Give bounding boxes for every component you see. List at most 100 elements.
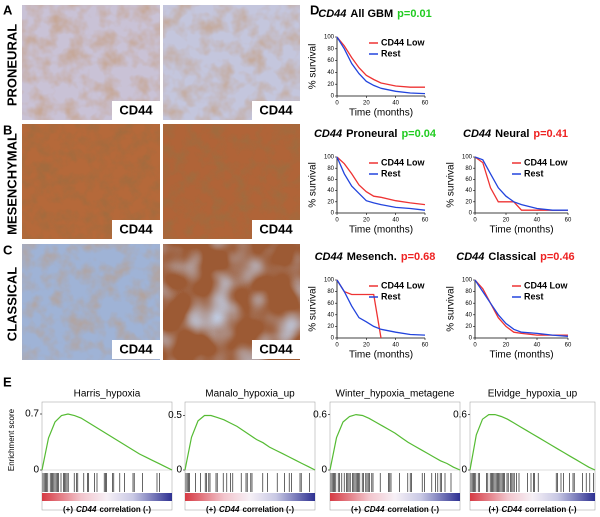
- y-tick-label: 0.6: [313, 409, 327, 420]
- stain-label: CD44: [119, 221, 153, 236]
- x-tick-label: 20: [503, 218, 510, 224]
- row-label: CLASSICAL: [4, 267, 19, 341]
- panel-label: A: [3, 2, 13, 17]
- y-tick-label: 0: [33, 465, 39, 476]
- y-tick-label: 60: [465, 177, 472, 183]
- x-tick-label: 0: [335, 218, 339, 224]
- stain-label: CD44: [259, 341, 293, 356]
- x-tick-label: 60: [422, 343, 429, 349]
- caption-box: [252, 220, 300, 239]
- y-tick-label: 20: [327, 199, 334, 205]
- rank-gradient: [42, 493, 172, 501]
- legend-label: Rest: [381, 291, 401, 301]
- x-tick-label: 0: [473, 218, 477, 224]
- p-value: p=0.01: [397, 8, 432, 20]
- y-tick-label: 40: [465, 188, 472, 194]
- chart-title: Manalo_hypoxia_up: [205, 389, 295, 400]
- xlabel-suffix: correlation (-): [99, 505, 151, 514]
- x-tick-label: 60: [565, 218, 572, 224]
- x-tick-label: 40: [534, 343, 541, 349]
- y-tick-label: 80: [465, 166, 472, 172]
- x-tick-label: 40: [392, 343, 399, 349]
- x-axis-label: Time (months): [349, 225, 413, 236]
- x-tick-label: 20: [363, 101, 370, 107]
- y-tick-label: 0: [461, 465, 467, 476]
- x-tick-label: 40: [534, 218, 541, 224]
- caption-box: [112, 340, 160, 359]
- y-axis-label: % survival: [308, 286, 319, 332]
- title-gene: CD44: [314, 128, 342, 140]
- xlabel-suffix: correlation (-): [242, 505, 294, 514]
- x-tick-label: 40: [392, 218, 399, 224]
- stain-label: CD44: [259, 221, 293, 236]
- chart-title: Harris_hypoxia: [74, 389, 141, 400]
- survival-curve: [474, 279, 569, 337]
- title-gene: CD44: [463, 128, 491, 140]
- xlabel-prefix: (+): [351, 505, 361, 514]
- title-gene: CD44: [315, 251, 343, 263]
- y-tick-label: 40: [327, 70, 334, 76]
- p-value: p=0.46: [540, 251, 575, 263]
- x-axis-label: Time (months): [349, 350, 413, 361]
- stain-label: CD44: [119, 341, 153, 356]
- plot-frame: [469, 401, 596, 511]
- survival-curve: [474, 156, 568, 211]
- y-tick-label: 0: [331, 336, 335, 342]
- survival-curve: [336, 36, 426, 95]
- survival-curve: [336, 279, 426, 336]
- chart-title: Winter_hypoxia_metagene: [336, 389, 455, 400]
- y-tick-label: 80: [327, 46, 334, 52]
- title-text: All GBM: [350, 8, 393, 20]
- y-tick-label: 20: [327, 82, 334, 88]
- y-tick-label: 80: [327, 166, 334, 172]
- chart-title: Elvidge_hypoxia_up: [488, 389, 578, 400]
- panel-label: E: [3, 374, 12, 389]
- enrichment-curve: [329, 413, 461, 471]
- image-texture: [163, 124, 300, 239]
- y-tick-label: 20: [465, 199, 472, 205]
- legend-label: CD44 Low: [524, 280, 569, 290]
- rank-gradient: [470, 493, 595, 501]
- y-tick-label: 100: [324, 35, 335, 41]
- survival-curve: [474, 156, 568, 211]
- x-tick-label: 0: [335, 101, 339, 107]
- chart-title: CD44 Neural p=0.41: [463, 128, 568, 140]
- x-tick-label: 20: [503, 343, 510, 349]
- x-axis-label: (+) CD44 correlation (-): [206, 505, 294, 514]
- chart-title: CD44 Proneural p=0.04: [314, 128, 437, 140]
- y-tick-label: 0: [469, 336, 473, 342]
- y-tick-label: 0: [321, 465, 327, 476]
- y-tick-label: 60: [327, 58, 334, 64]
- survival-curve: [336, 279, 382, 339]
- xlabel-prefix: (+): [488, 505, 498, 514]
- x-tick-label: 60: [422, 101, 429, 107]
- x-axis-label: (+) CD44 correlation (-): [63, 505, 151, 514]
- panel-label: B: [3, 122, 12, 137]
- x-tick-label: 60: [422, 218, 429, 224]
- title-text: Proneural: [346, 128, 397, 140]
- survival-curve: [474, 279, 568, 336]
- xlabel-prefix: (+): [206, 505, 216, 514]
- x-tick-label: 20: [363, 218, 370, 224]
- stain-label: CD44: [259, 102, 293, 117]
- y-tick-label: 20: [327, 324, 334, 330]
- row-label: MESENCHYMAL: [4, 133, 19, 235]
- survival-curve: [336, 36, 425, 88]
- xlabel-suffix: correlation (-): [525, 505, 577, 514]
- title-text: Classical: [488, 251, 536, 263]
- chart-title: CD44 Mesench. p=0.68: [315, 251, 436, 263]
- plot-frame: [184, 401, 316, 511]
- enrichment-curve: [469, 414, 596, 471]
- legend-label: Rest: [381, 48, 401, 58]
- xlabel-gene: CD44: [219, 505, 240, 514]
- rank-gradient: [330, 493, 460, 501]
- title-gene: CD44: [318, 8, 346, 20]
- x-tick-label: 20: [363, 343, 370, 349]
- y-tick-label: 60: [327, 177, 334, 183]
- y-tick-label: 0.6: [453, 409, 467, 420]
- image-texture: [22, 5, 160, 120]
- legend-label: CD44 Low: [381, 157, 426, 167]
- y-tick-label: 0: [331, 94, 335, 100]
- y-axis-label: % survival: [446, 286, 457, 332]
